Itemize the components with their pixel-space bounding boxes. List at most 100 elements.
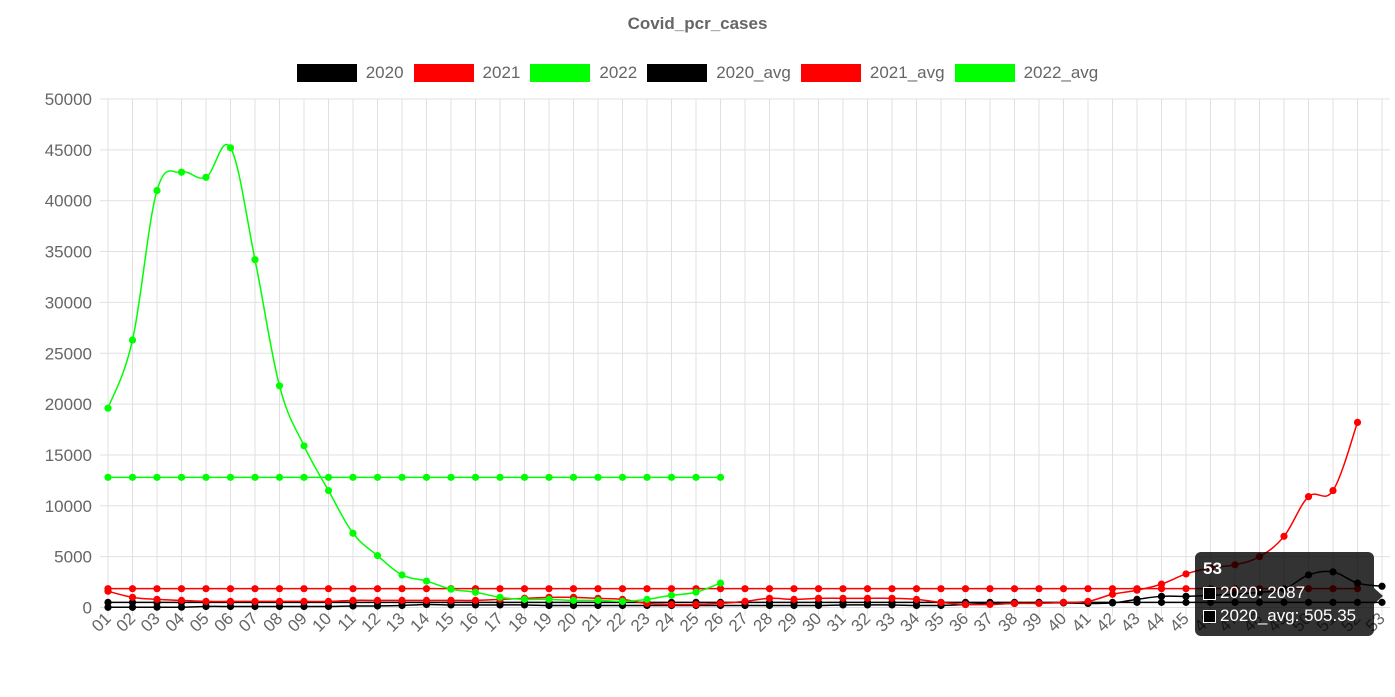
legend-item-2021[interactable]: 2021 <box>413 63 520 83</box>
data-point-2020[interactable] <box>1157 592 1166 600</box>
data-point-2020[interactable] <box>569 601 578 610</box>
data-point-2022[interactable] <box>251 256 259 264</box>
data-point-2021_avg[interactable] <box>961 585 970 593</box>
data-point-2020[interactable] <box>912 601 921 610</box>
data-point-2022_avg[interactable] <box>177 473 186 481</box>
data-point-2020_avg[interactable] <box>1157 598 1166 606</box>
data-point-2022_avg[interactable] <box>300 473 308 481</box>
data-point-2020[interactable] <box>839 601 847 609</box>
data-point-2022_avg[interactable] <box>153 473 161 481</box>
data-point-2021[interactable] <box>1035 599 1043 608</box>
data-point-2022[interactable] <box>594 596 602 604</box>
data-point-2022_avg[interactable] <box>716 473 725 481</box>
data-point-2021[interactable] <box>324 597 333 605</box>
data-point-2021_avg[interactable] <box>765 585 774 593</box>
data-point-2021_avg[interactable] <box>839 585 847 593</box>
data-point-2020[interactable] <box>128 603 137 611</box>
data-point-2021[interactable] <box>1157 580 1166 588</box>
data-point-2022[interactable] <box>349 529 357 537</box>
data-point-2022[interactable] <box>104 404 112 412</box>
data-point-2020[interactable] <box>398 601 406 610</box>
data-point-2021[interactable] <box>1353 418 1362 427</box>
data-point-2021[interactable] <box>888 594 896 602</box>
data-point-2022_avg[interactable] <box>104 473 112 481</box>
data-point-2020[interactable] <box>765 601 774 610</box>
data-point-2021_avg[interactable] <box>177 585 186 593</box>
data-point-2022[interactable] <box>667 591 676 599</box>
data-point-2020[interactable] <box>349 602 357 610</box>
data-point-2022[interactable] <box>643 595 651 603</box>
data-point-2021[interactable] <box>153 595 161 603</box>
data-point-2022[interactable] <box>300 442 308 450</box>
data-point-2021_avg[interactable] <box>814 585 823 593</box>
data-point-2021[interactable] <box>790 595 798 603</box>
data-point-2022_avg[interactable] <box>447 473 455 481</box>
data-point-2021[interactable] <box>1059 598 1068 607</box>
data-point-2021[interactable] <box>765 594 774 602</box>
data-point-2020_avg[interactable] <box>128 598 137 606</box>
data-point-2022[interactable] <box>275 382 284 390</box>
data-point-2021[interactable] <box>1329 486 1337 495</box>
legend-item-2021_avg[interactable]: 2021_avg <box>800 63 945 83</box>
data-point-2022_avg[interactable] <box>594 473 602 481</box>
data-point-2021_avg[interactable] <box>1108 585 1117 593</box>
data-point-2021[interactable] <box>471 596 480 604</box>
data-point-2021_avg[interactable] <box>912 585 921 593</box>
data-point-2021[interactable] <box>1182 570 1190 578</box>
data-point-2021_avg[interactable] <box>569 585 578 593</box>
legend-item-2020[interactable]: 2020 <box>296 63 404 83</box>
data-point-2022_avg[interactable] <box>349 473 357 481</box>
data-point-2022[interactable] <box>496 593 504 601</box>
data-point-2022_avg[interactable] <box>643 473 651 481</box>
data-point-2021_avg[interactable] <box>545 585 553 593</box>
data-point-2021_avg[interactable] <box>128 585 137 593</box>
data-point-2022_avg[interactable] <box>373 473 382 481</box>
data-point-2021_avg[interactable] <box>520 585 529 593</box>
data-point-2022_avg[interactable] <box>545 473 553 481</box>
data-point-2021_avg[interactable] <box>373 585 382 593</box>
data-point-2021[interactable] <box>422 596 431 604</box>
data-point-2022[interactable] <box>177 168 186 176</box>
data-point-2022_avg[interactable] <box>471 473 480 481</box>
data-point-2021_avg[interactable] <box>324 585 333 593</box>
data-point-2022_avg[interactable] <box>226 473 235 481</box>
data-point-2022_avg[interactable] <box>275 473 284 481</box>
data-point-2022_avg[interactable] <box>496 473 504 481</box>
data-point-2021_avg[interactable] <box>226 585 235 593</box>
data-point-2021[interactable] <box>251 597 259 605</box>
data-point-2020[interactable] <box>594 601 602 610</box>
data-point-2020[interactable] <box>275 602 284 611</box>
data-point-2021[interactable] <box>128 593 137 601</box>
data-point-2022_avg[interactable] <box>692 473 700 481</box>
data-point-2021_avg[interactable] <box>618 585 627 593</box>
data-point-2021[interactable] <box>275 597 284 605</box>
data-point-2021[interactable] <box>398 596 406 604</box>
data-point-2022_avg[interactable] <box>618 473 627 481</box>
data-point-2022[interactable] <box>153 186 161 195</box>
data-point-2020[interactable] <box>790 601 798 610</box>
data-point-2021_avg[interactable] <box>1035 585 1043 593</box>
data-point-2021[interactable] <box>716 599 725 608</box>
data-point-2021[interactable] <box>937 598 945 607</box>
data-point-2022_avg[interactable] <box>324 473 333 481</box>
data-point-2021[interactable] <box>863 594 872 602</box>
data-point-2021_avg[interactable] <box>1059 585 1068 593</box>
data-point-2021_avg[interactable] <box>986 585 994 593</box>
data-point-2021_avg[interactable] <box>202 585 210 593</box>
data-point-2022[interactable] <box>202 173 210 181</box>
data-point-2021_avg[interactable] <box>1084 585 1092 593</box>
data-point-2021[interactable] <box>912 595 921 603</box>
data-point-2022[interactable] <box>569 596 578 604</box>
data-point-2022[interactable] <box>422 577 431 585</box>
legend-item-2022_avg[interactable]: 2022_avg <box>954 63 1098 83</box>
data-point-2020[interactable] <box>814 601 823 610</box>
data-point-2021_avg[interactable] <box>1182 585 1190 593</box>
data-point-2021_avg[interactable] <box>594 585 602 593</box>
data-point-2020[interactable] <box>104 603 112 611</box>
data-point-2021_avg[interactable] <box>790 585 798 593</box>
data-point-2021_avg[interactable] <box>937 585 945 593</box>
data-point-2020[interactable] <box>324 602 333 611</box>
data-point-2020[interactable] <box>863 601 872 609</box>
data-point-2020[interactable] <box>202 602 210 611</box>
data-point-2020[interactable] <box>545 601 553 610</box>
